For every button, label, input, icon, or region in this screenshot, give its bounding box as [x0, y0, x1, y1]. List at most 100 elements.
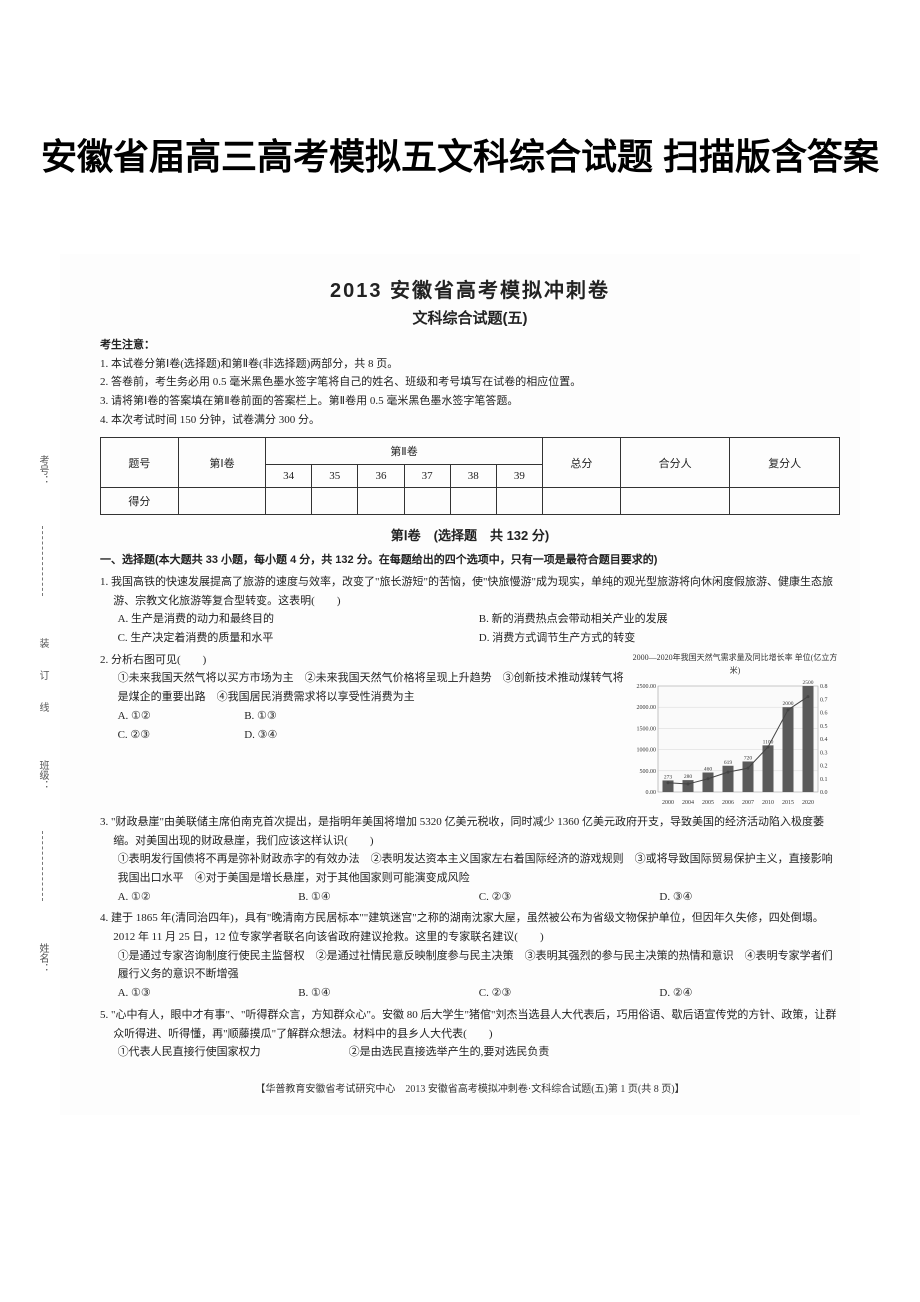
section1-title: 第Ⅰ卷 (选择题 共 132 分)	[100, 525, 840, 544]
td-blank	[178, 488, 265, 515]
question-3: 3. "财政悬崖"由美联储主席伯南克首次提出，是指明年美国将增加 5320 亿美…	[100, 813, 840, 906]
outer-title-block: 安徽省届高三高考模拟五文科综合试题 扫描版含答案	[0, 0, 920, 234]
q3-opt-a: A. ①②	[118, 888, 299, 907]
year-title: 2013 安徽省高考模拟冲刺卷	[100, 274, 840, 303]
q3-subs: ①表明发行国债将不再是弥补财政赤字的有效办法 ②表明发达资本主义国家左右着国际经…	[100, 850, 840, 887]
q4-opt-c: C. ②③	[479, 984, 660, 1003]
th-q: 34	[266, 465, 312, 488]
svg-text:0.1: 0.1	[820, 777, 828, 783]
q1-stem: 1. 我国高铁的快速发展提高了旅游的速度与效率，改变了"旅长游短"的苦恼，使"快…	[100, 573, 840, 610]
svg-text:2010: 2010	[762, 800, 774, 806]
question-5: 5. "心中有人，眼中才有事"、"听得群众言，方知群众心"。安徽 80 后大学生…	[100, 1006, 840, 1062]
q4-opt-d: D. ②④	[659, 984, 840, 1003]
q5-stem: 5. "心中有人，眼中才有事"、"听得群众言，方知群众心"。安徽 80 后大学生…	[100, 1006, 840, 1043]
q4-opt-b: B. ①④	[298, 984, 479, 1003]
svg-text:0.3: 0.3	[820, 750, 828, 756]
q2-stem: 2. 分析右图可见( )	[100, 651, 624, 670]
th-part1: 第Ⅰ卷	[178, 438, 265, 488]
notice-item: 1. 本试卷分第Ⅰ卷(选择题)和第Ⅱ卷(非选择题)两部分，共 8 页。	[100, 355, 840, 374]
th-topic: 题号	[101, 438, 179, 488]
svg-text:2500.00: 2500.00	[637, 684, 657, 690]
svg-text:500.00: 500.00	[640, 769, 657, 775]
q2-subs: ①未来我国天然气将以买方市场为主 ②未来我国天然气价格将呈现上升趋势 ③创新技术…	[100, 669, 624, 706]
svg-text:2000: 2000	[783, 701, 794, 707]
th-q: 36	[358, 465, 404, 488]
q2-opt-b: B. ①③	[244, 707, 371, 726]
svg-text:2015: 2015	[782, 800, 794, 806]
th-q: 39	[496, 465, 542, 488]
svg-text:2006: 2006	[722, 800, 734, 806]
svg-text:1500.00: 1500.00	[637, 726, 657, 732]
svg-text:1000.00: 1000.00	[637, 748, 657, 754]
svg-text:720: 720	[744, 755, 753, 761]
svg-text:2007: 2007	[742, 800, 754, 806]
svg-text:2000.00: 2000.00	[637, 705, 657, 711]
td-blank	[450, 488, 496, 515]
table-row: 得分	[101, 488, 840, 515]
notice-item: 3. 请将第Ⅰ卷的答案填在第Ⅱ卷前面的答案栏上。第Ⅱ卷用 0.5 毫米黑色墨水签…	[100, 392, 840, 411]
svg-text:2004: 2004	[682, 800, 694, 806]
svg-text:0.2: 0.2	[820, 763, 828, 769]
svg-text:619: 619	[724, 760, 733, 766]
label-name: 姓名：	[35, 943, 50, 973]
q2-opt-a: A. ①②	[118, 707, 245, 726]
svg-text:2005: 2005	[702, 800, 714, 806]
svg-text:2020: 2020	[802, 800, 814, 806]
label-exam-no: 考号：	[35, 455, 50, 485]
q3-opt-c: C. ②③	[479, 888, 660, 907]
chart-svg: 0.00 500.00 1000.00 1500.00 2000.00 2500.00 0.…	[630, 680, 840, 810]
svg-text:0.7: 0.7	[820, 697, 828, 703]
th-q: 35	[312, 465, 358, 488]
q1-opt-d: D. 消费方式调节生产方式的转变	[479, 629, 840, 648]
svg-text:0.6: 0.6	[820, 710, 828, 716]
binding-line-text: 装 订 线	[35, 638, 50, 718]
q5-subs: ①代表人民直接行使国家权力 ②是由选民直接选举产生的,要对选民负责	[100, 1043, 840, 1062]
td-blank	[542, 488, 620, 515]
scanned-page: 考号： 装 订 线 班级： 姓名： 2013 安徽省高考模拟冲刺卷 文科综合试题…	[60, 254, 860, 1115]
svg-text:2500: 2500	[803, 680, 814, 686]
q4-subs: ①是通过专家咨询制度行使民主监督权 ②是通过社情民意反映制度参与民主决策 ③表明…	[100, 947, 840, 984]
q3-opt-b: B. ①④	[298, 888, 479, 907]
table-row: 题号 第Ⅰ卷 第Ⅱ卷 总分 合分人 复分人	[101, 438, 840, 465]
svg-text:280: 280	[684, 774, 693, 780]
td-blank	[730, 488, 840, 515]
q1-opt-a: A. 生产是消费的动力和最终目的	[118, 610, 479, 629]
page-footer: 【华普教育安徽省考试研究中心 2013 安徽省高考模拟冲刺卷·文科综合试题(五)…	[100, 1080, 840, 1095]
q3-opt-d: D. ③④	[659, 888, 840, 907]
svg-text:2000: 2000	[662, 800, 674, 806]
th-scorer: 合分人	[620, 438, 730, 488]
td-blank	[266, 488, 312, 515]
svg-text:0.8: 0.8	[820, 684, 828, 690]
th-part2: 第Ⅱ卷	[266, 438, 543, 465]
svg-text:0.5: 0.5	[820, 724, 828, 730]
svg-text:460: 460	[704, 766, 713, 772]
binding-dash	[42, 526, 43, 596]
sub-title: 文科综合试题(五)	[100, 307, 840, 328]
notice-item: 2. 答卷前，考生务必用 0.5 毫米黑色墨水签字笔将自己的姓名、班级和考号填写…	[100, 373, 840, 392]
notice-block: 考生注意： 1. 本试卷分第Ⅰ卷(选择题)和第Ⅱ卷(非选择题)两部分，共 8 页…	[100, 336, 840, 429]
q1-opt-b: B. 新的消费热点会带动相关产业的发展	[479, 610, 840, 629]
th-q: 37	[404, 465, 450, 488]
gas-chart: 2000—2020年我国天然气需求量及同比增长率 单位(亿立方米) 0.00 50…	[630, 651, 840, 810]
exam-header: 2013 安徽省高考模拟冲刺卷 文科综合试题(五)	[100, 274, 840, 328]
td-blank	[312, 488, 358, 515]
binding-dash	[42, 831, 43, 901]
section1-instruction: 一、选择题(本大题共 33 小题，每小题 4 分，共 132 分。在每题给出的四…	[100, 552, 840, 570]
th-q: 38	[450, 465, 496, 488]
q1-opt-c: C. 生产决定着消费的质量和水平	[118, 629, 479, 648]
score-table: 题号 第Ⅰ卷 第Ⅱ卷 总分 合分人 复分人 34 35 36 37 38 39 …	[100, 437, 840, 515]
question-1: 1. 我国高铁的快速发展提高了旅游的速度与效率，改变了"旅长游短"的苦恼，使"快…	[100, 573, 840, 648]
td-blank	[404, 488, 450, 515]
td-blank	[358, 488, 404, 515]
question-2: 2. 分析右图可见( ) ①未来我国天然气将以买方市场为主 ②未来我国天然气价格…	[100, 651, 840, 810]
outer-title: 安徽省届高三高考模拟五文科综合试题 扫描版含答案	[30, 130, 890, 184]
svg-text:0.00: 0.00	[646, 790, 657, 796]
q2-opt-c: C. ②③	[118, 726, 245, 745]
question-4: 4. 建于 1865 年(清同治四年)，具有"晚清南方民居标本""建筑迷宫"之称…	[100, 909, 840, 1002]
svg-text:0.0: 0.0	[820, 790, 828, 796]
q2-opt-d: D. ③④	[244, 726, 371, 745]
th-rescorer: 复分人	[730, 438, 840, 488]
label-class: 班级：	[35, 760, 50, 790]
chart-title: 2000—2020年我国天然气需求量及同比增长率 单位(亿立方米)	[630, 651, 840, 678]
th-total: 总分	[542, 438, 620, 488]
